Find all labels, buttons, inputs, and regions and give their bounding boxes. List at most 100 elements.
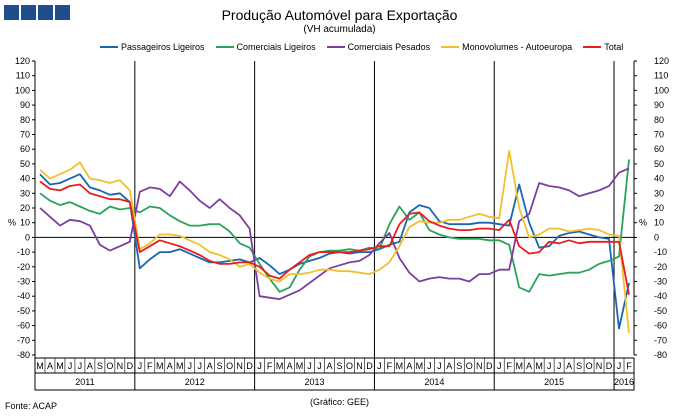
year-label: 2013 <box>305 377 325 387</box>
legend-item: Passageiros Ligeiros <box>100 42 205 52</box>
legend-item: Total <box>583 42 623 52</box>
month-label: S <box>217 361 223 371</box>
y-tick-label-left: 80 <box>20 115 30 125</box>
month-label: A <box>207 361 213 371</box>
month-label: A <box>287 361 293 371</box>
y-tick-label-left: -70 <box>17 335 30 345</box>
logo-square-1 <box>4 5 19 20</box>
y-tick-label-right: -60 <box>654 321 667 331</box>
year-label: 2014 <box>424 377 444 387</box>
legend-label: Total <box>604 42 624 52</box>
month-label: J <box>68 361 73 371</box>
y-tick-label-left: 30 <box>20 188 30 198</box>
month-label: J <box>427 361 432 371</box>
month-label: M <box>56 361 64 371</box>
month-label: A <box>327 361 333 371</box>
month-label: J <box>547 361 552 371</box>
legend-swatch <box>215 46 234 48</box>
year-label: 2011 <box>75 377 94 387</box>
y-tick-label-right: -20 <box>654 262 667 272</box>
month-label: A <box>446 361 452 371</box>
month-label: J <box>257 361 262 371</box>
y-tick-label-left: 20 <box>20 203 30 213</box>
y-tick-label-right: 100 <box>654 85 669 95</box>
month-label: J <box>197 361 202 371</box>
month-label: D <box>486 361 493 371</box>
month-label: J <box>78 361 83 371</box>
month-label: J <box>497 361 502 371</box>
month-label: J <box>317 361 322 371</box>
y-tick-label-right: 20 <box>654 203 664 213</box>
series-line-comerciais-pesados <box>39 167 630 301</box>
month-label: D <box>127 361 134 371</box>
y-tick-label-right: 0 <box>654 232 659 242</box>
month-label: N <box>596 361 603 371</box>
y-tick-label-left: -80 <box>17 350 30 360</box>
y-tick-label-left: 110 <box>16 71 30 81</box>
y-tick-label-left: 10 <box>20 218 30 228</box>
month-label: O <box>586 361 593 371</box>
y-tick-label-left: -30 <box>17 277 30 287</box>
y-tick-label-left: -40 <box>17 291 30 301</box>
month-label: M <box>535 361 543 371</box>
month-label: A <box>167 361 173 371</box>
y-tick-label-left: -60 <box>17 321 30 331</box>
legend-item: Comerciais Pesados <box>326 42 431 52</box>
y-tick-label-left: 60 <box>20 144 30 154</box>
legend-label: Comerciais Pesados <box>347 42 431 52</box>
legend-label: Monovolumes - Autoeuropa <box>462 42 573 52</box>
month-label: O <box>466 361 473 371</box>
month-label: A <box>566 361 572 371</box>
month-label: N <box>117 361 124 371</box>
month-label: A <box>526 361 532 371</box>
y-tick-label-right: 80 <box>654 115 664 125</box>
legend-item: Comerciais Ligeiros <box>215 42 316 52</box>
y-tick-label-left: -10 <box>17 247 30 257</box>
month-label: S <box>97 361 103 371</box>
y-tick-label-left: 0 <box>25 232 30 242</box>
month-label: M <box>396 361 404 371</box>
month-label: J <box>557 361 562 371</box>
y-tick-label-right: 70 <box>654 130 664 140</box>
legend-label: Passageiros Ligeiros <box>121 42 205 52</box>
month-label: A <box>406 361 412 371</box>
source-note: Fonte: ACAP <box>5 401 58 411</box>
chart-legend: Passageiros Ligeiros Comerciais Ligeiros C… <box>100 42 623 52</box>
y-tick-label-right: 10 <box>654 218 664 228</box>
legend-swatch <box>441 46 460 48</box>
month-label: J <box>377 361 382 371</box>
y-tick-label-left: 50 <box>20 159 30 169</box>
series-line-comerciais-ligeiros <box>39 159 630 293</box>
month-label: J <box>138 361 143 371</box>
legend-label: Comerciais Ligeiros <box>236 42 316 52</box>
month-label: J <box>307 361 312 371</box>
y-tick-label-right: -10 <box>654 247 667 257</box>
series-line-total <box>39 180 630 295</box>
month-label: A <box>47 361 53 371</box>
month-label: O <box>346 361 353 371</box>
month-label: M <box>296 361 304 371</box>
chart-title: Produção Automóvel para Exportação <box>221 7 458 23</box>
month-label: N <box>356 361 363 371</box>
year-label: 2015 <box>544 377 564 387</box>
year-label: 2016 <box>614 377 634 387</box>
y-tick-label-right: -40 <box>654 291 667 301</box>
month-label: M <box>276 361 284 371</box>
year-label: 2012 <box>185 377 205 387</box>
legend-swatch <box>100 46 118 48</box>
y-tick-label-right: 90 <box>654 100 664 110</box>
month-label: M <box>515 361 523 371</box>
month-label: F <box>506 361 512 371</box>
month-label: A <box>87 361 93 371</box>
y-tick-label-right: 110 <box>654 71 668 81</box>
month-label: O <box>226 361 233 371</box>
y-tick-label-right: -30 <box>654 277 667 287</box>
month-label: J <box>437 361 442 371</box>
legend-swatch <box>583 46 602 48</box>
y-tick-label-left: 40 <box>20 174 30 184</box>
y-tick-label-right: -80 <box>654 350 667 360</box>
chart-subtitle: (VH acumulada) <box>303 24 376 35</box>
legend-item: Monovolumes - Autoeuropa <box>441 42 572 52</box>
